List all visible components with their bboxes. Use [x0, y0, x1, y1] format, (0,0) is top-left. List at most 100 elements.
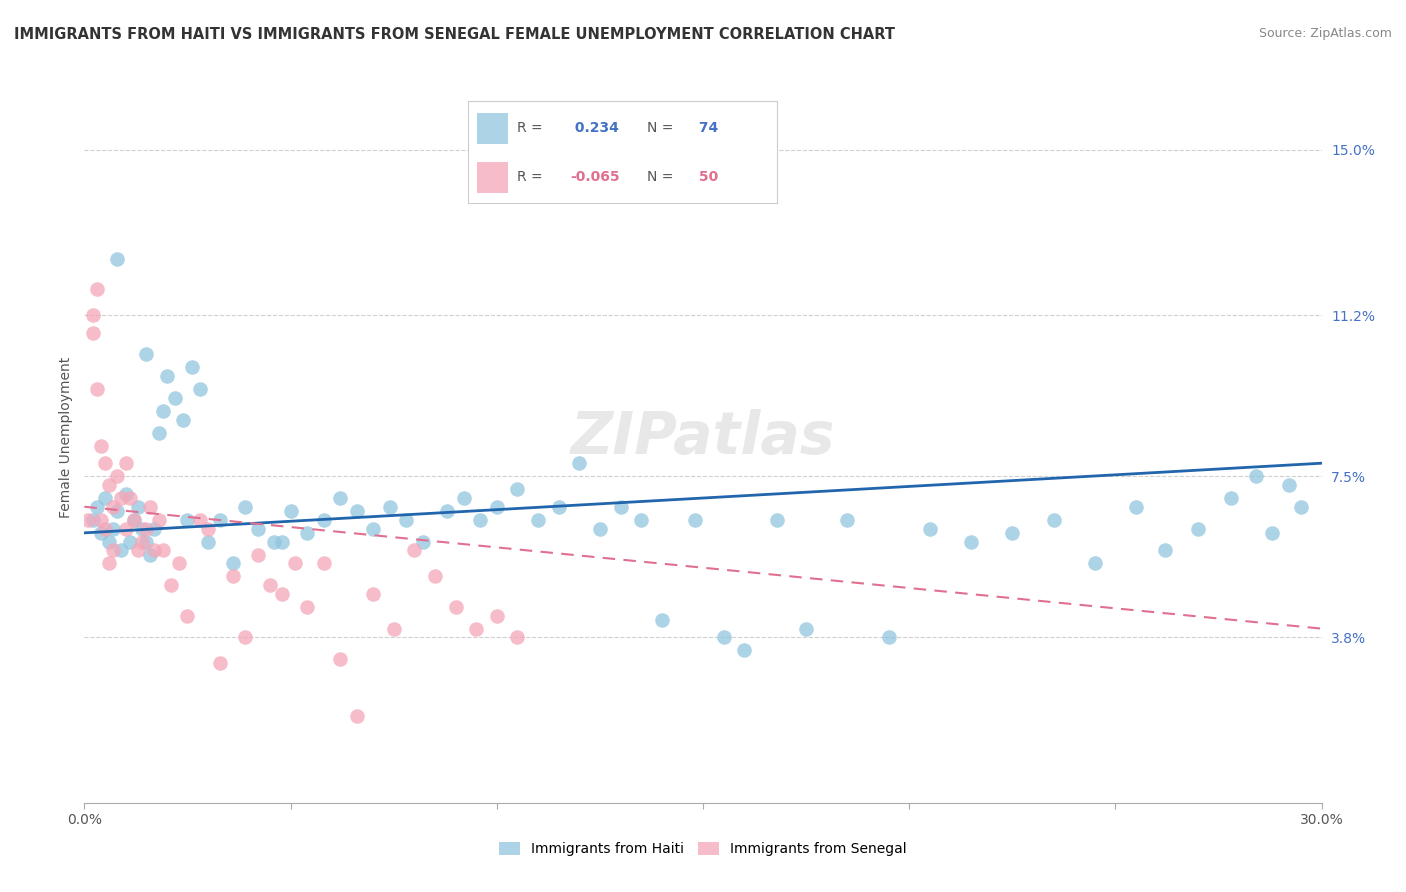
Point — [877, 631, 900, 645]
Point — [1001, 525, 1024, 540]
Point — [506, 631, 529, 645]
Point — [465, 622, 488, 636]
Point — [766, 513, 789, 527]
Point — [346, 504, 368, 518]
Point — [271, 587, 294, 601]
Point — [122, 513, 145, 527]
Point — [188, 513, 211, 527]
Point — [794, 622, 817, 636]
Point — [233, 631, 256, 645]
Point — [176, 513, 198, 527]
Point — [90, 439, 112, 453]
Point — [1187, 521, 1209, 535]
Point — [139, 500, 162, 514]
Point — [131, 521, 153, 535]
Point — [233, 500, 256, 514]
Point — [263, 534, 285, 549]
Point — [346, 708, 368, 723]
Point — [197, 534, 219, 549]
Point — [176, 608, 198, 623]
Point — [733, 643, 755, 657]
Point — [90, 513, 112, 527]
Point — [135, 534, 157, 549]
Point — [589, 521, 612, 535]
Point — [118, 491, 141, 505]
Point — [197, 521, 219, 535]
Point — [131, 534, 153, 549]
Point — [713, 631, 735, 645]
Point — [222, 557, 245, 571]
Point — [127, 543, 149, 558]
Point — [82, 326, 104, 340]
Point — [98, 557, 121, 571]
Point — [246, 521, 269, 535]
Point — [94, 456, 117, 470]
Point — [295, 599, 318, 614]
Point — [246, 548, 269, 562]
Point — [139, 548, 162, 562]
Point — [361, 521, 384, 535]
Point — [295, 525, 318, 540]
Point — [110, 491, 132, 505]
Point — [1219, 491, 1241, 505]
Point — [114, 521, 136, 535]
Point — [103, 543, 125, 558]
Point — [918, 521, 941, 535]
Point — [1084, 557, 1107, 571]
Point — [312, 513, 335, 527]
Text: ZIPatlas: ZIPatlas — [571, 409, 835, 466]
Point — [1125, 500, 1147, 514]
Y-axis label: Female Unemployment: Female Unemployment — [59, 357, 73, 517]
Point — [90, 525, 112, 540]
Point — [94, 491, 117, 505]
Point — [105, 252, 128, 266]
Point — [114, 456, 136, 470]
Point — [86, 500, 108, 514]
Point — [82, 308, 104, 322]
Point — [436, 504, 458, 518]
Point — [630, 513, 652, 527]
Point — [547, 500, 569, 514]
Point — [172, 412, 194, 426]
Point — [143, 521, 166, 535]
Point — [94, 521, 117, 535]
Point — [284, 557, 307, 571]
Point — [77, 513, 100, 527]
Point — [683, 513, 706, 527]
Point — [382, 622, 405, 636]
Text: Source: ZipAtlas.com: Source: ZipAtlas.com — [1258, 27, 1392, 40]
Point — [329, 652, 352, 666]
Point — [222, 569, 245, 583]
Point — [527, 513, 550, 527]
Point — [135, 521, 157, 535]
Point — [395, 513, 418, 527]
Point — [105, 469, 128, 483]
Point — [506, 483, 529, 497]
Point — [118, 534, 141, 549]
Point — [404, 543, 426, 558]
Point — [280, 504, 302, 518]
Point — [152, 404, 174, 418]
Point — [188, 382, 211, 396]
Point — [1289, 500, 1312, 514]
Point — [103, 521, 125, 535]
Point — [98, 478, 121, 492]
Point — [651, 613, 673, 627]
Point — [86, 282, 108, 296]
Point — [1154, 543, 1177, 558]
Point — [114, 486, 136, 500]
Point — [167, 557, 190, 571]
Point — [105, 504, 128, 518]
Point — [122, 513, 145, 527]
Point — [960, 534, 983, 549]
Point — [444, 599, 467, 614]
Point — [180, 360, 202, 375]
Point — [485, 608, 508, 623]
Point — [609, 500, 631, 514]
Point — [837, 513, 859, 527]
Point — [361, 587, 384, 601]
Point — [152, 543, 174, 558]
Point — [165, 391, 187, 405]
Text: IMMIGRANTS FROM HAITI VS IMMIGRANTS FROM SENEGAL FEMALE UNEMPLOYMENT CORRELATION: IMMIGRANTS FROM HAITI VS IMMIGRANTS FROM… — [14, 27, 896, 42]
Point — [127, 500, 149, 514]
